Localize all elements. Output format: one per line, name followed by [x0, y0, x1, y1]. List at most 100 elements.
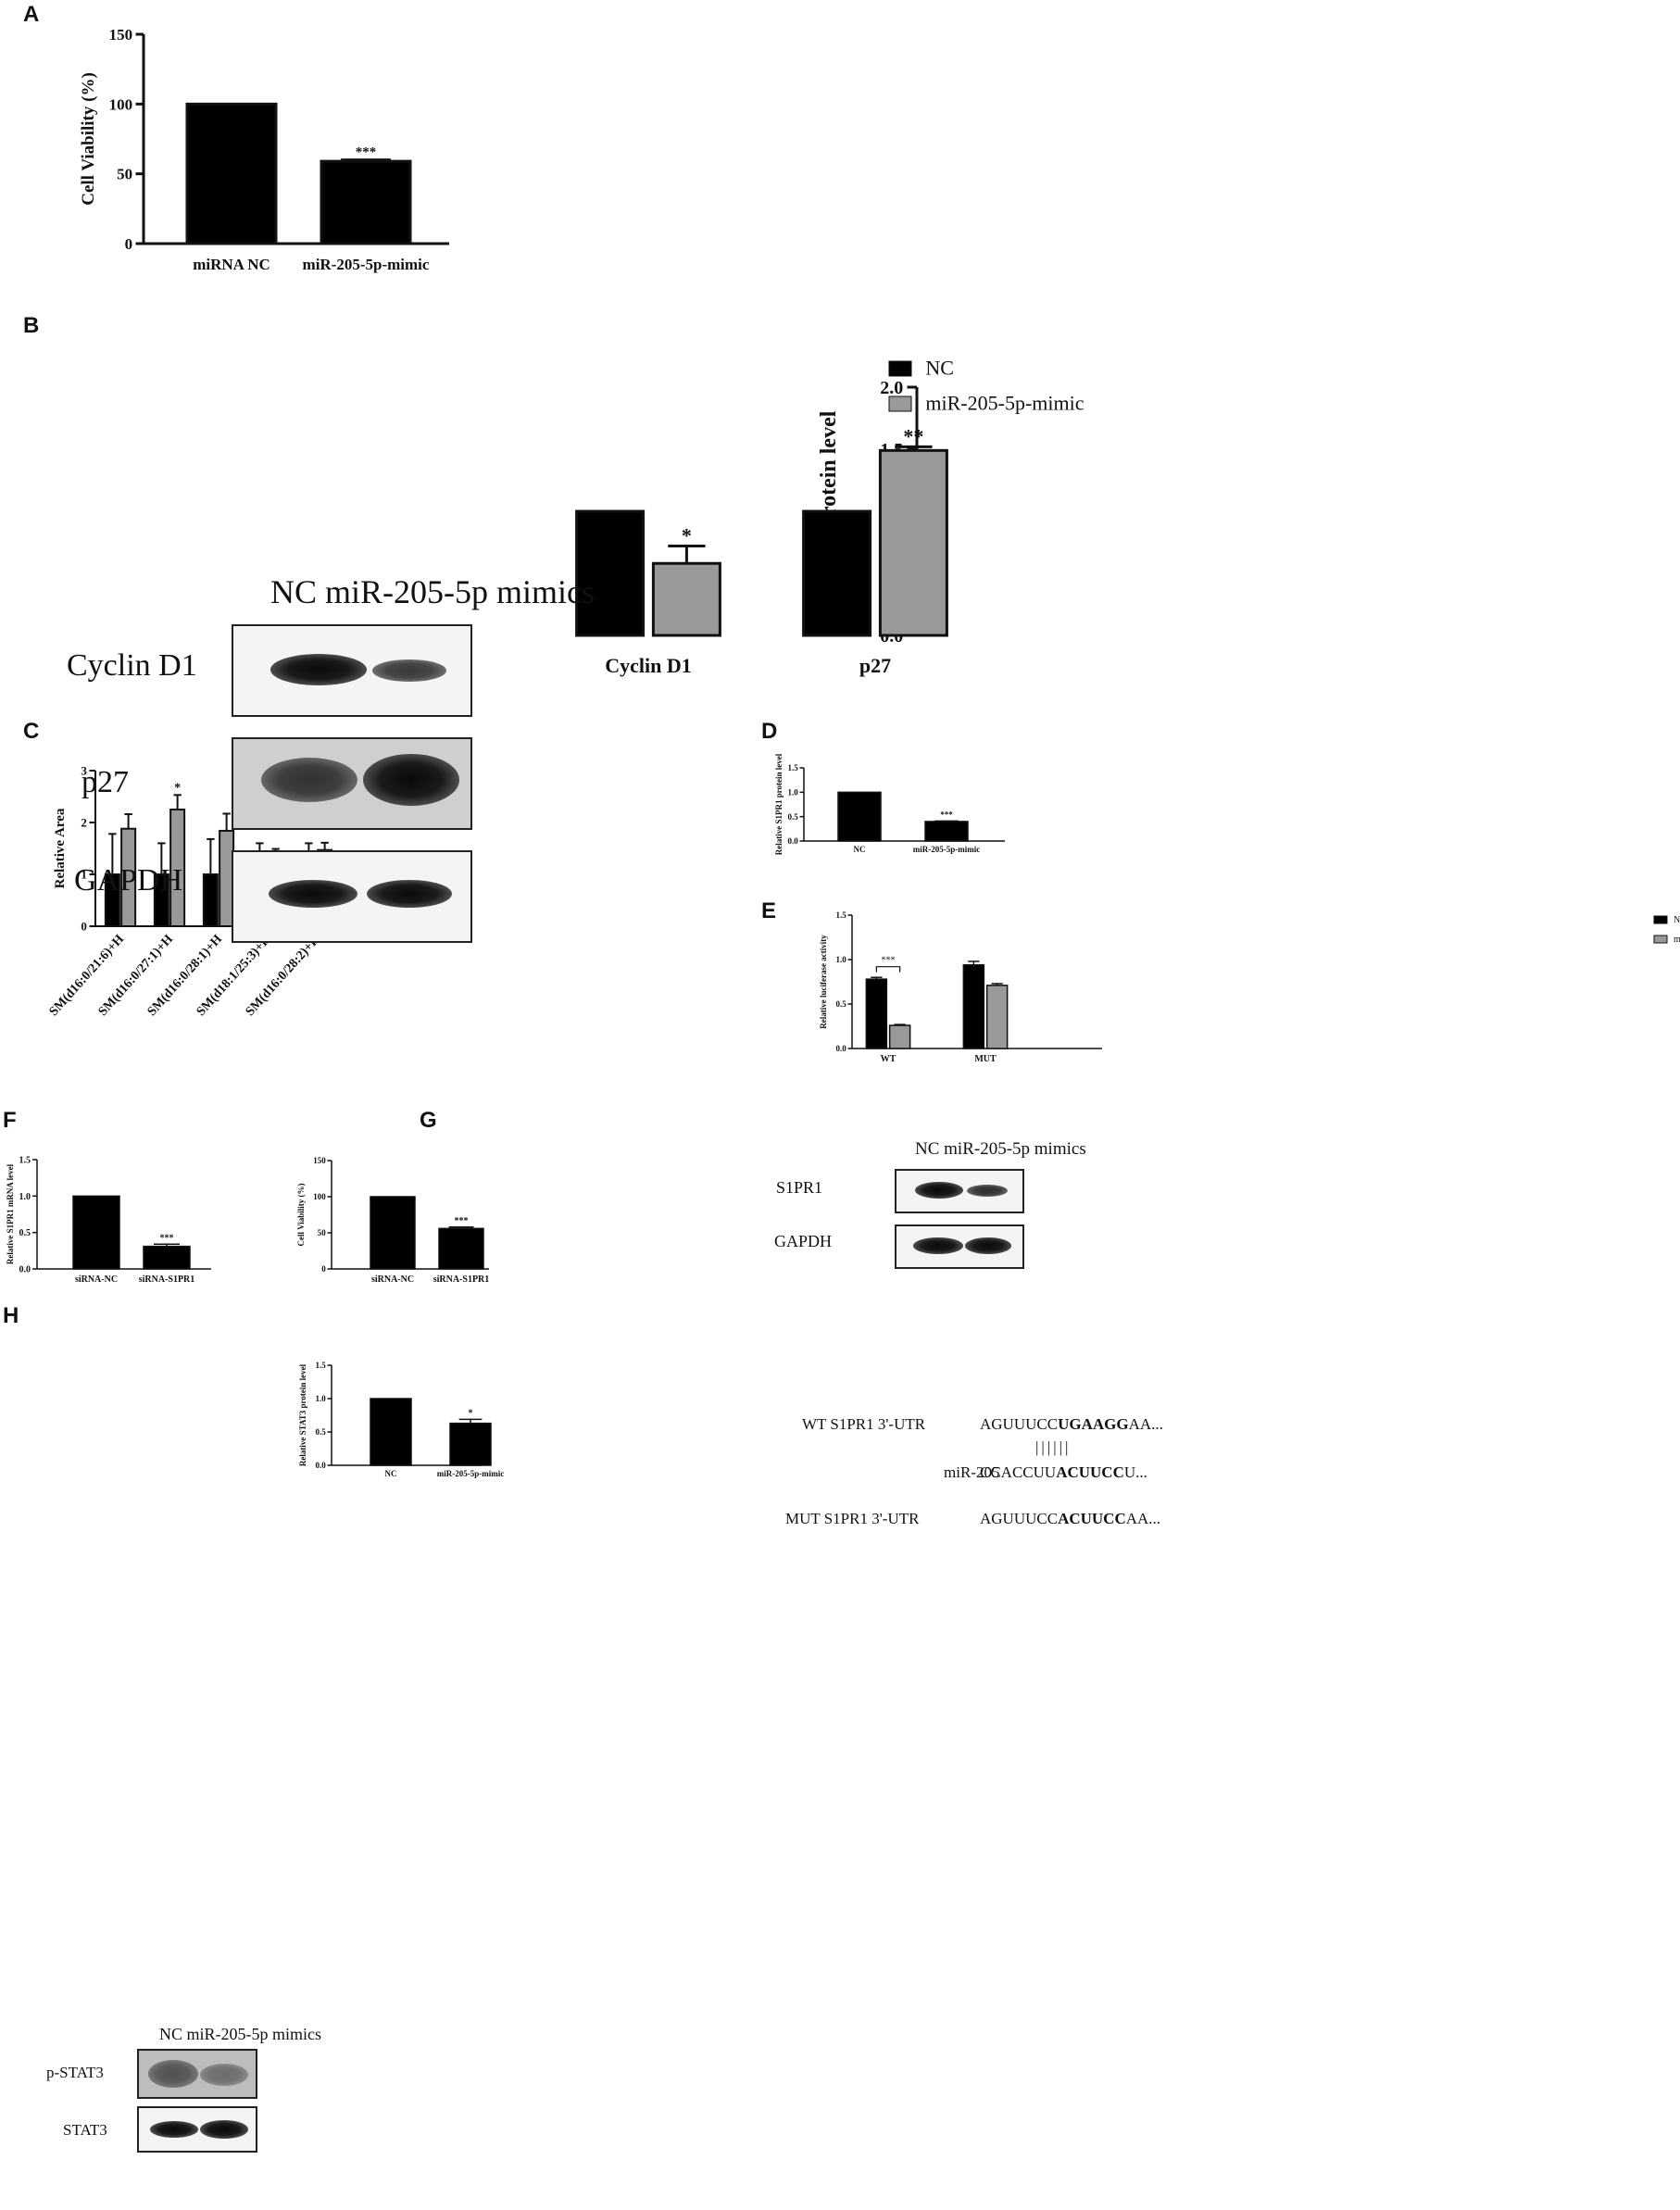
x-category-label: NC — [854, 845, 866, 854]
chart-h: 0.0 0.5 1.0 1.5 Relative STAT3 protein level… — [298, 1361, 504, 1478]
panel-label-f: F — [3, 1108, 17, 1133]
significance-label: *** — [160, 1233, 174, 1243]
panel-label-d: D — [761, 719, 778, 744]
x-category-label: siRNA-NC — [75, 1275, 118, 1285]
significance-label: *** — [882, 956, 896, 966]
y-tick-label: 0.5 — [19, 1228, 31, 1238]
y-tick-label: 100 — [313, 1192, 326, 1201]
bar-F-0-0 — [72, 1195, 120, 1270]
x-category-label: miR-205-5p-mimic — [437, 1469, 504, 1478]
y-axis-label: Cell Viability (%) — [79, 72, 98, 206]
blot-b-cyclin-image — [232, 624, 472, 717]
legend-swatch — [1653, 935, 1668, 944]
x-category-label: siRNA-NC — [371, 1275, 414, 1285]
x-category-label: miR-205-5p-mimic — [303, 256, 430, 273]
y-tick-label: 1 — [81, 868, 87, 882]
y-tick-label: 150 — [109, 26, 133, 44]
panel-label-c: C — [23, 719, 40, 744]
blot-b-row-cyclin: Cyclin D1 — [67, 648, 197, 683]
blot-h-row-stat3: STAT3 — [63, 2121, 107, 2139]
blot-h-stat3-image — [137, 2106, 257, 2153]
y-tick-label: 3 — [81, 764, 87, 778]
significance-label: * — [682, 524, 692, 547]
bar-G-0-0 — [370, 1196, 416, 1270]
y-tick-label: 50 — [318, 1228, 327, 1237]
significance-label: * — [469, 1408, 473, 1418]
y-tick-label: 0.0 — [315, 1461, 326, 1470]
bar-A-1-0 — [320, 159, 412, 245]
seq-label-mir: miR-205 — [944, 1463, 1000, 1481]
panel-label-h: H — [3, 1303, 19, 1328]
panel-label-b: B — [23, 313, 40, 338]
bar-B-0-1 — [651, 561, 721, 637]
y-axis-label: Relative STAT3 protein level — [298, 1363, 307, 1466]
bar-G-1-0 — [438, 1227, 484, 1270]
blot-b-header: NC miR-205-5p mimics — [270, 573, 595, 610]
y-tick-label: 0 — [125, 235, 133, 253]
x-category-label: Cyclin D1 — [605, 654, 692, 677]
seq-label-wt: WT S1PR1 3'-UTR — [802, 1415, 926, 1433]
y-tick-label: 0.0 — [835, 1044, 846, 1053]
chart-e: 0.0 0.5 1.0 1.5 Relative luciferase activity… — [819, 910, 1680, 1064]
y-tick-label: 0.5 — [835, 999, 846, 1009]
y-tick-label: 1.5 — [19, 1156, 31, 1166]
y-tick-label: 1.5 — [315, 1361, 326, 1370]
y-axis-label: Relative Area — [53, 808, 68, 888]
blot-h-header: NC miR-205-5p mimics — [159, 2025, 321, 2043]
legend-swatch — [888, 396, 912, 412]
y-tick-label: 1.0 — [835, 955, 846, 964]
legend-swatch — [1653, 915, 1668, 924]
bar-D-1-0 — [924, 821, 969, 842]
significance-label: * — [174, 781, 181, 795]
bar-B-1-1 — [878, 448, 948, 637]
x-category-label: NC — [385, 1469, 397, 1478]
bar-A-0-0 — [185, 102, 278, 245]
bar-D-0-0 — [837, 791, 882, 842]
bar-E-0-1 — [888, 1024, 911, 1049]
chart-b: 0.00.51.01.52.0Relative protein level*Cy… — [575, 356, 1084, 677]
chart-g: 0 50 100 150 Cell Viability (%) siRNA-NC *** si… — [296, 1156, 489, 1285]
blot-h-pstat3-image — [137, 2049, 257, 2099]
y-axis-label: Relative S1PR1 protein level — [774, 753, 784, 855]
x-category-label: siRNA-S1PR1 — [139, 1275, 195, 1285]
bar-B-1-0 — [802, 509, 872, 637]
blot-b-p27-image — [232, 737, 472, 830]
bar-C-2-0 — [202, 873, 219, 927]
chart-a: 0 50 100 150 Cell Viability (%) miRNA NC *** mi… — [79, 26, 449, 273]
bar-F-1-0 — [143, 1245, 191, 1270]
bar-H-0-0 — [370, 1398, 412, 1466]
legend-swatch — [888, 360, 912, 377]
y-tick-label: 0.0 — [19, 1265, 31, 1275]
panel-label-g: G — [420, 1108, 437, 1133]
y-tick-label: 1.0 — [787, 787, 798, 797]
legend-label: NC — [1674, 915, 1680, 925]
y-tick-label: 2 — [81, 816, 87, 830]
bar-H-1-0 — [449, 1422, 492, 1466]
y-tick-label: 0.5 — [787, 812, 798, 822]
blot-d-gapdh-image — [895, 1224, 1024, 1269]
legend-label: miR-205-5p-mimic — [1674, 935, 1680, 945]
y-tick-label: 0.0 — [787, 836, 798, 846]
seq-mir: CCACCUUACUUCCU... — [980, 1463, 1147, 1481]
y-tick-label: 100 — [109, 95, 133, 113]
bar-E-1-0 — [962, 964, 985, 1049]
blot-h-row-pstat3: p-STAT3 — [46, 2064, 104, 2081]
seq-pairing: |||||| — [1035, 1438, 1072, 1456]
seq-wt: AGUUUCCUGAAGGAA... — [980, 1415, 1163, 1433]
blot-b-row-p27: p27 — [81, 765, 129, 799]
x-category-label: miR-205-5p-mimic — [913, 845, 980, 854]
blot-d-header: NC miR-205-5p mimics — [915, 1139, 1086, 1159]
y-tick-label: 1.0 — [19, 1192, 31, 1202]
bar-B-0-0 — [575, 509, 646, 637]
x-category-label: miRNA NC — [193, 256, 270, 273]
y-tick-label: 1.5 — [787, 763, 798, 772]
blot-d-row-s1pr1: S1PR1 — [776, 1178, 823, 1197]
y-tick-label: 50 — [117, 166, 132, 183]
legend-label: miR-205-5p-mimic — [925, 391, 1084, 414]
bar-E-1-1 — [985, 985, 1009, 1049]
significance-label: *** — [940, 810, 953, 819]
blot-b-gapdh-image — [232, 850, 472, 943]
y-axis-label: Relative luciferase activity — [819, 935, 828, 1029]
significance-label: *** — [455, 1216, 469, 1226]
